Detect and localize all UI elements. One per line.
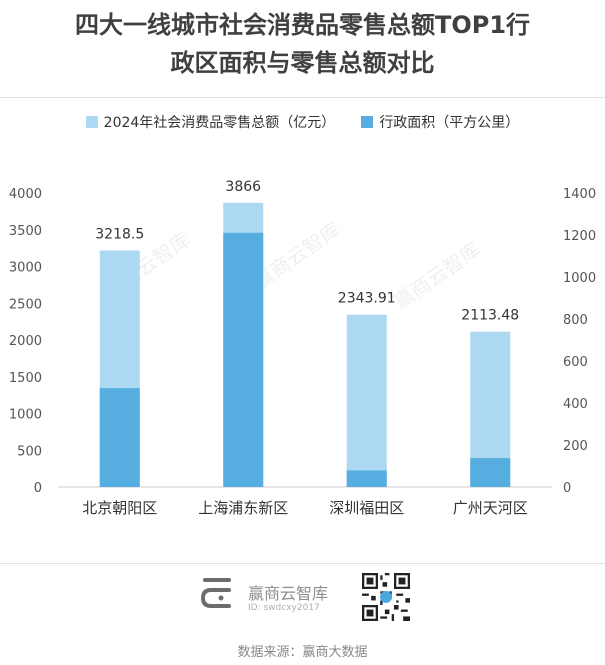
y-left-tick-label: 4000 bbox=[9, 187, 42, 202]
bar-admin-area bbox=[470, 458, 511, 487]
title-divider bbox=[0, 97, 605, 98]
brand-name: 赢商云智库 bbox=[248, 584, 329, 603]
data-label-retail-sales: 3866 bbox=[225, 179, 261, 195]
y-right-tick-label: 1400 bbox=[563, 187, 596, 202]
y-right-tick-label: 200 bbox=[563, 439, 588, 454]
watermark-text: 赢商云智库 bbox=[249, 217, 345, 294]
data-label-retail-sales: 2113.48 bbox=[461, 308, 519, 324]
y-right-tick-label: 1200 bbox=[563, 229, 596, 244]
legend-swatch-retail bbox=[85, 116, 98, 128]
legend-item-retail: 2024年社会消费品零售总额（亿元） bbox=[85, 112, 336, 132]
y-left-tick-label: 500 bbox=[17, 444, 42, 459]
x-category-label: 深圳福田区 bbox=[329, 499, 404, 517]
data-label-retail-sales: 3218.5 bbox=[95, 226, 144, 242]
legend-label-area: 行政面积（平方公里） bbox=[379, 115, 520, 131]
data-source: 数据来源：赢商大数据 bbox=[237, 645, 368, 660]
brand-id: ID: swdcxy2017 bbox=[248, 603, 320, 613]
watermark-text: 赢商云智库 bbox=[389, 237, 485, 314]
x-category-label: 上海浦东新区 bbox=[198, 499, 288, 517]
bar-admin-area bbox=[99, 388, 140, 487]
bar-admin-area bbox=[223, 232, 264, 487]
chart-legend: 2024年社会消费品零售总额（亿元） 行政面积（平方公里） bbox=[0, 112, 605, 132]
data-label-retail-sales: 2343.91 bbox=[338, 291, 396, 307]
y-left-tick-label: 0 bbox=[34, 481, 42, 496]
y-right-tick-label: 800 bbox=[563, 313, 588, 328]
chart-title-line-2: 政区面积与零售总额对比 bbox=[170, 49, 435, 77]
bar-admin-area bbox=[346, 470, 387, 487]
bar-retail-sales bbox=[346, 314, 387, 487]
y-left-tick-label: 2500 bbox=[9, 297, 42, 312]
y-right-tick-label: 1000 bbox=[563, 271, 596, 286]
qr-code-icon bbox=[362, 573, 410, 621]
x-category-label: 广州天河区 bbox=[453, 499, 528, 517]
y-left-tick-label: 3000 bbox=[9, 261, 42, 276]
bar-chart: 赢商云智库 赢商云智库 赢商云智库0500100015002000250030003… bbox=[9, 179, 596, 517]
y-left-tick-label: 1500 bbox=[9, 371, 42, 386]
x-category-label: 北京朝阳区 bbox=[82, 499, 157, 517]
legend-swatch-area bbox=[361, 116, 374, 128]
legend-item-area: 行政面积（平方公里） bbox=[361, 112, 519, 132]
chart-title-line-1: 四大一线城市社会消费品零售总额TOP1行 bbox=[74, 11, 531, 39]
y-right-tick-label: 400 bbox=[563, 397, 588, 412]
y-right-tick-label: 0 bbox=[563, 481, 571, 496]
y-right-tick-label: 600 bbox=[563, 355, 588, 370]
chart-title: 四大一线城市社会消费品零售总额TOP1行 政区面积与零售总额对比 bbox=[0, 6, 605, 82]
footer-divider bbox=[0, 563, 605, 564]
y-left-tick-label: 1000 bbox=[9, 408, 42, 423]
y-left-tick-label: 3500 bbox=[9, 224, 42, 239]
brand-logo-icon bbox=[200, 578, 231, 608]
legend-label-retail: 2024年社会消费品零售总额（亿元） bbox=[103, 115, 336, 131]
y-left-tick-label: 2000 bbox=[9, 334, 42, 349]
